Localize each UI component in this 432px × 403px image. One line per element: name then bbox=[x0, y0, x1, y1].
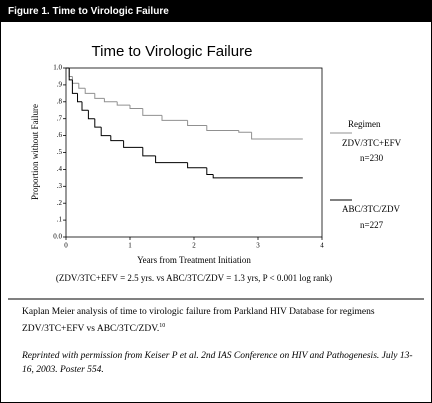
legend-count: n=230 bbox=[360, 153, 384, 163]
km-step bbox=[81, 101, 89, 111]
chart-title: Time to Virologic Failure bbox=[92, 43, 253, 60]
x-axis-label: Years from Treatment Initiation bbox=[137, 255, 251, 265]
km-step bbox=[187, 120, 207, 126]
x-tick-label: 3 bbox=[256, 242, 260, 250]
km-step bbox=[161, 115, 188, 121]
km-step bbox=[94, 93, 105, 99]
y-tick-label: .2 bbox=[57, 199, 63, 207]
km-step bbox=[238, 130, 252, 133]
credit: Reprinted with permission from Keiser P … bbox=[22, 351, 413, 375]
km-step bbox=[94, 118, 102, 128]
km-step bbox=[129, 105, 143, 110]
km-step bbox=[71, 79, 78, 94]
legend-title: Regimen bbox=[348, 119, 381, 129]
km-step bbox=[103, 98, 118, 103]
x-tick-label: 4 bbox=[320, 242, 324, 250]
legend-label: ABC/3TC/ZDV bbox=[342, 204, 401, 214]
km-step bbox=[100, 127, 111, 137]
km-step bbox=[78, 83, 86, 89]
annotation: (ZDV/3TC+EFV = 2.5 yrs. vs ABC/3TC/ZDV =… bbox=[56, 273, 332, 283]
km-step bbox=[187, 162, 207, 169]
y-tick-label: 0.0 bbox=[53, 233, 62, 241]
km-step bbox=[206, 125, 239, 132]
km-step bbox=[77, 93, 82, 103]
y-tick-label: .1 bbox=[57, 216, 63, 224]
km-step bbox=[251, 132, 303, 140]
caption-reference: 10 bbox=[159, 323, 166, 329]
y-tick-label: .9 bbox=[57, 81, 63, 89]
km-step bbox=[68, 68, 73, 81]
x-tick-label: 2 bbox=[192, 242, 196, 250]
km-step bbox=[87, 110, 95, 120]
km-step bbox=[212, 174, 303, 179]
km-step bbox=[71, 76, 79, 84]
km-step bbox=[155, 155, 188, 164]
legend-label: ZDV/3TC+EFV bbox=[342, 138, 402, 148]
y-tick-label: .3 bbox=[57, 182, 63, 190]
y-tick-label: .5 bbox=[57, 148, 63, 156]
y-tick-label: .8 bbox=[57, 97, 63, 105]
y-tick-label: .6 bbox=[57, 131, 63, 139]
caption-text: Kaplan Meier analysis of time to virolog… bbox=[22, 307, 375, 335]
legend-count: n=227 bbox=[360, 220, 384, 230]
header-bar bbox=[0, 0, 432, 22]
x-tick-label: 0 bbox=[64, 242, 68, 250]
y-tick-label: .7 bbox=[57, 114, 63, 122]
km-step bbox=[142, 108, 162, 116]
caption: Kaplan Meier analysis of time to virolog… bbox=[22, 305, 414, 336]
km-step bbox=[142, 147, 156, 157]
plot-frame bbox=[65, 67, 323, 238]
y-axis-label: Proportion without Failure bbox=[30, 104, 40, 200]
y-tick-label: 1.0 bbox=[53, 64, 62, 72]
km-step bbox=[206, 167, 214, 175]
km-step bbox=[84, 88, 95, 94]
km-step bbox=[116, 101, 130, 106]
x-tick-label: 1 bbox=[128, 242, 132, 250]
header-title: Figure 1. Time to Virologic Failure bbox=[8, 6, 169, 17]
y-tick-label: .4 bbox=[57, 165, 63, 173]
km-step bbox=[123, 140, 143, 148]
km-step bbox=[110, 135, 124, 142]
